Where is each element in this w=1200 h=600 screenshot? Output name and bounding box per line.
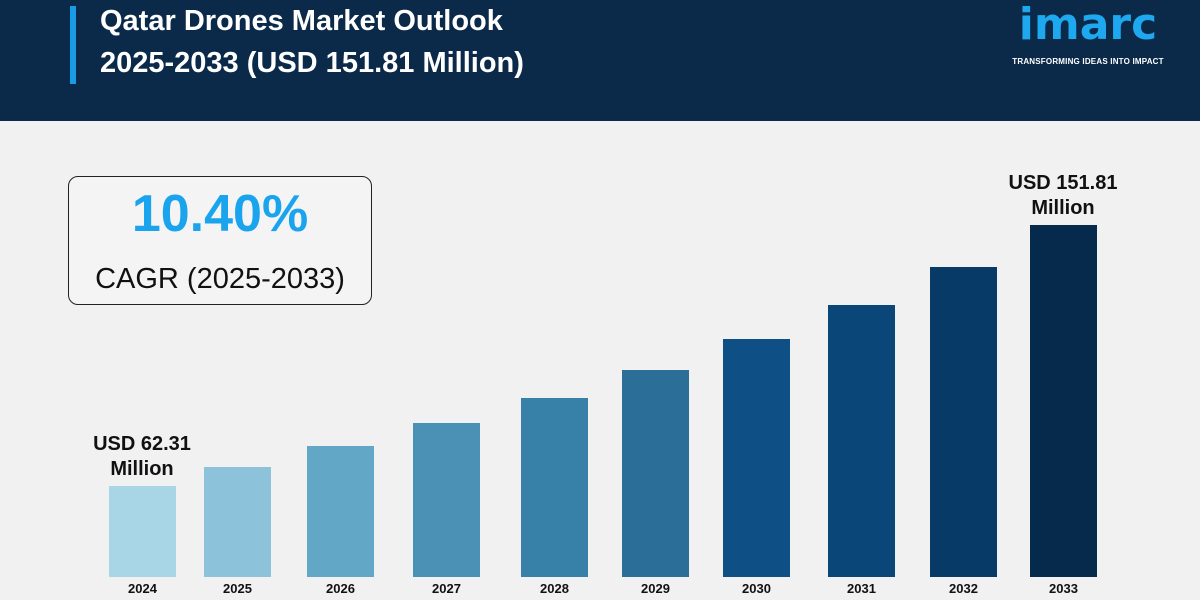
x-tick-label: 2030 xyxy=(742,581,771,596)
title-accent-bar xyxy=(70,6,76,84)
x-tick-label: 2031 xyxy=(847,581,876,596)
cagr-label: CAGR (2025-2033) xyxy=(95,263,345,295)
data-label-text: Million xyxy=(1031,197,1095,219)
x-tick-label: 2024 xyxy=(128,581,157,596)
cagr-value: 10.40% xyxy=(131,185,309,243)
x-tick-label: 2029 xyxy=(641,581,670,596)
bar-2025 xyxy=(204,467,271,577)
x-tick-label: 2027 xyxy=(432,581,461,596)
bar-2029 xyxy=(622,369,689,577)
header-banner: Qatar Drones Market Outlook 2025-2033 (U… xyxy=(0,0,1200,121)
bar-2031 xyxy=(828,304,895,577)
bar-2030 xyxy=(723,339,790,577)
bar-2024 xyxy=(109,486,176,577)
x-tick-label: 2032 xyxy=(949,581,978,596)
x-tick-label: 2025 xyxy=(223,581,252,596)
bar-2027 xyxy=(413,423,480,577)
x-tick-label: 2026 xyxy=(326,581,355,596)
data-label-2024: USD 62.31 Million xyxy=(62,432,222,482)
bar-2026 xyxy=(307,446,374,577)
title-line-1: Qatar Drones Market Outlook xyxy=(100,5,503,37)
bar-2028 xyxy=(521,397,588,577)
bar-2033 xyxy=(1030,225,1097,577)
data-label-text: USD 62.31 xyxy=(93,433,191,455)
data-label-text: USD 151.81 xyxy=(1008,172,1118,194)
logo-tagline: TRANSFORMING IDEAS INTO IMPACT xyxy=(1012,57,1164,66)
bar-2032 xyxy=(930,267,997,577)
data-label-2033: USD 151.81 Million xyxy=(983,171,1143,221)
cagr-box: 10.40% CAGR (2025-2033) xyxy=(68,176,372,305)
logo-word: imarc xyxy=(1018,0,1158,50)
title-line-2: 2025-2033 (USD 151.81 Million) xyxy=(100,47,524,79)
x-tick-label: 2028 xyxy=(540,581,569,596)
imarc-logo: imarc TRANSFORMING IDEAS INTO IMPACT xyxy=(1000,0,1176,68)
page-title: Qatar Drones Market Outlook 2025-2033 (U… xyxy=(100,0,524,84)
x-tick-label: 2033 xyxy=(1049,581,1078,596)
data-label-text: Million xyxy=(110,458,174,480)
